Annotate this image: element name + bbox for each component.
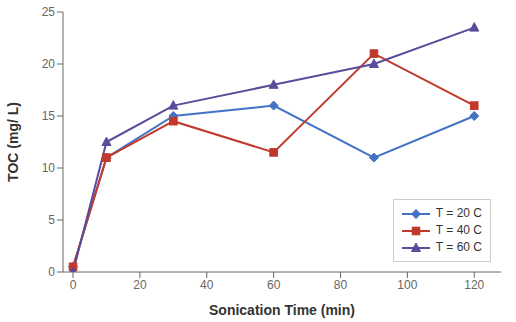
svg-text:20: 20 — [133, 278, 147, 292]
svg-text:80: 80 — [334, 278, 348, 292]
svg-text:Sonication Time (min): Sonication Time (min) — [209, 302, 355, 318]
svg-text:TOC (mg/ L): TOC (mg/ L) — [8, 102, 21, 182]
svg-text:10: 10 — [42, 161, 56, 175]
html-text:T = 60 C: T = 60 C — [435, 240, 482, 254]
svg-text:100: 100 — [397, 278, 417, 292]
svg-text:15: 15 — [42, 109, 56, 123]
svg-text:120: 120 — [464, 278, 484, 292]
html-text:T = 20 C: T = 20 C — [435, 206, 482, 220]
svg-text:0: 0 — [48, 265, 55, 279]
svg-text:60: 60 — [267, 278, 281, 292]
html-text:T = 40 C: T = 40 C — [435, 223, 482, 237]
svg-text:5: 5 — [48, 213, 55, 227]
svg-text:25: 25 — [42, 5, 56, 19]
svg-text:40: 40 — [200, 278, 214, 292]
svg-text:20: 20 — [42, 57, 56, 71]
svg-text:0: 0 — [70, 278, 77, 292]
